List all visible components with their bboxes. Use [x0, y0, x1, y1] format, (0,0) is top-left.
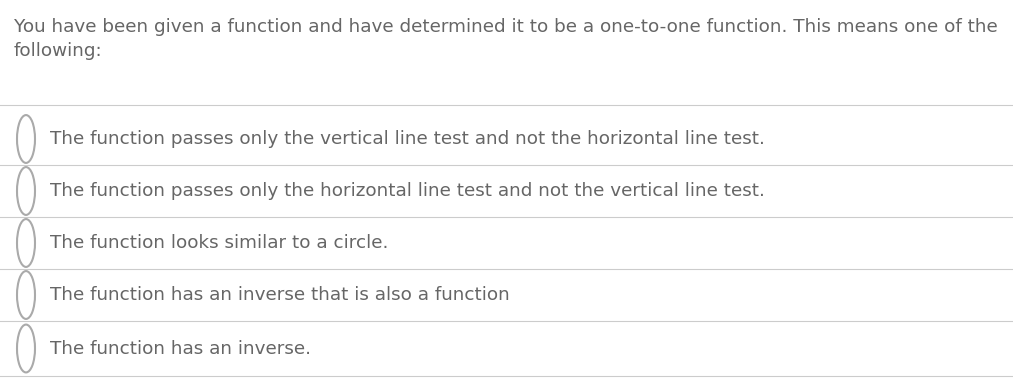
Text: You have been given a function and have determined it to be a one-to-one functio: You have been given a function and have …: [14, 18, 998, 36]
Text: The function passes only the horizontal line test and not the vertical line test: The function passes only the horizontal …: [50, 182, 765, 200]
Text: The function passes only the vertical line test and not the horizontal line test: The function passes only the vertical li…: [50, 130, 765, 148]
Text: following:: following:: [14, 42, 102, 60]
Text: The function looks similar to a circle.: The function looks similar to a circle.: [50, 234, 388, 252]
Text: The function has an inverse.: The function has an inverse.: [50, 339, 311, 357]
Text: The function has an inverse that is also a function: The function has an inverse that is also…: [50, 286, 510, 304]
